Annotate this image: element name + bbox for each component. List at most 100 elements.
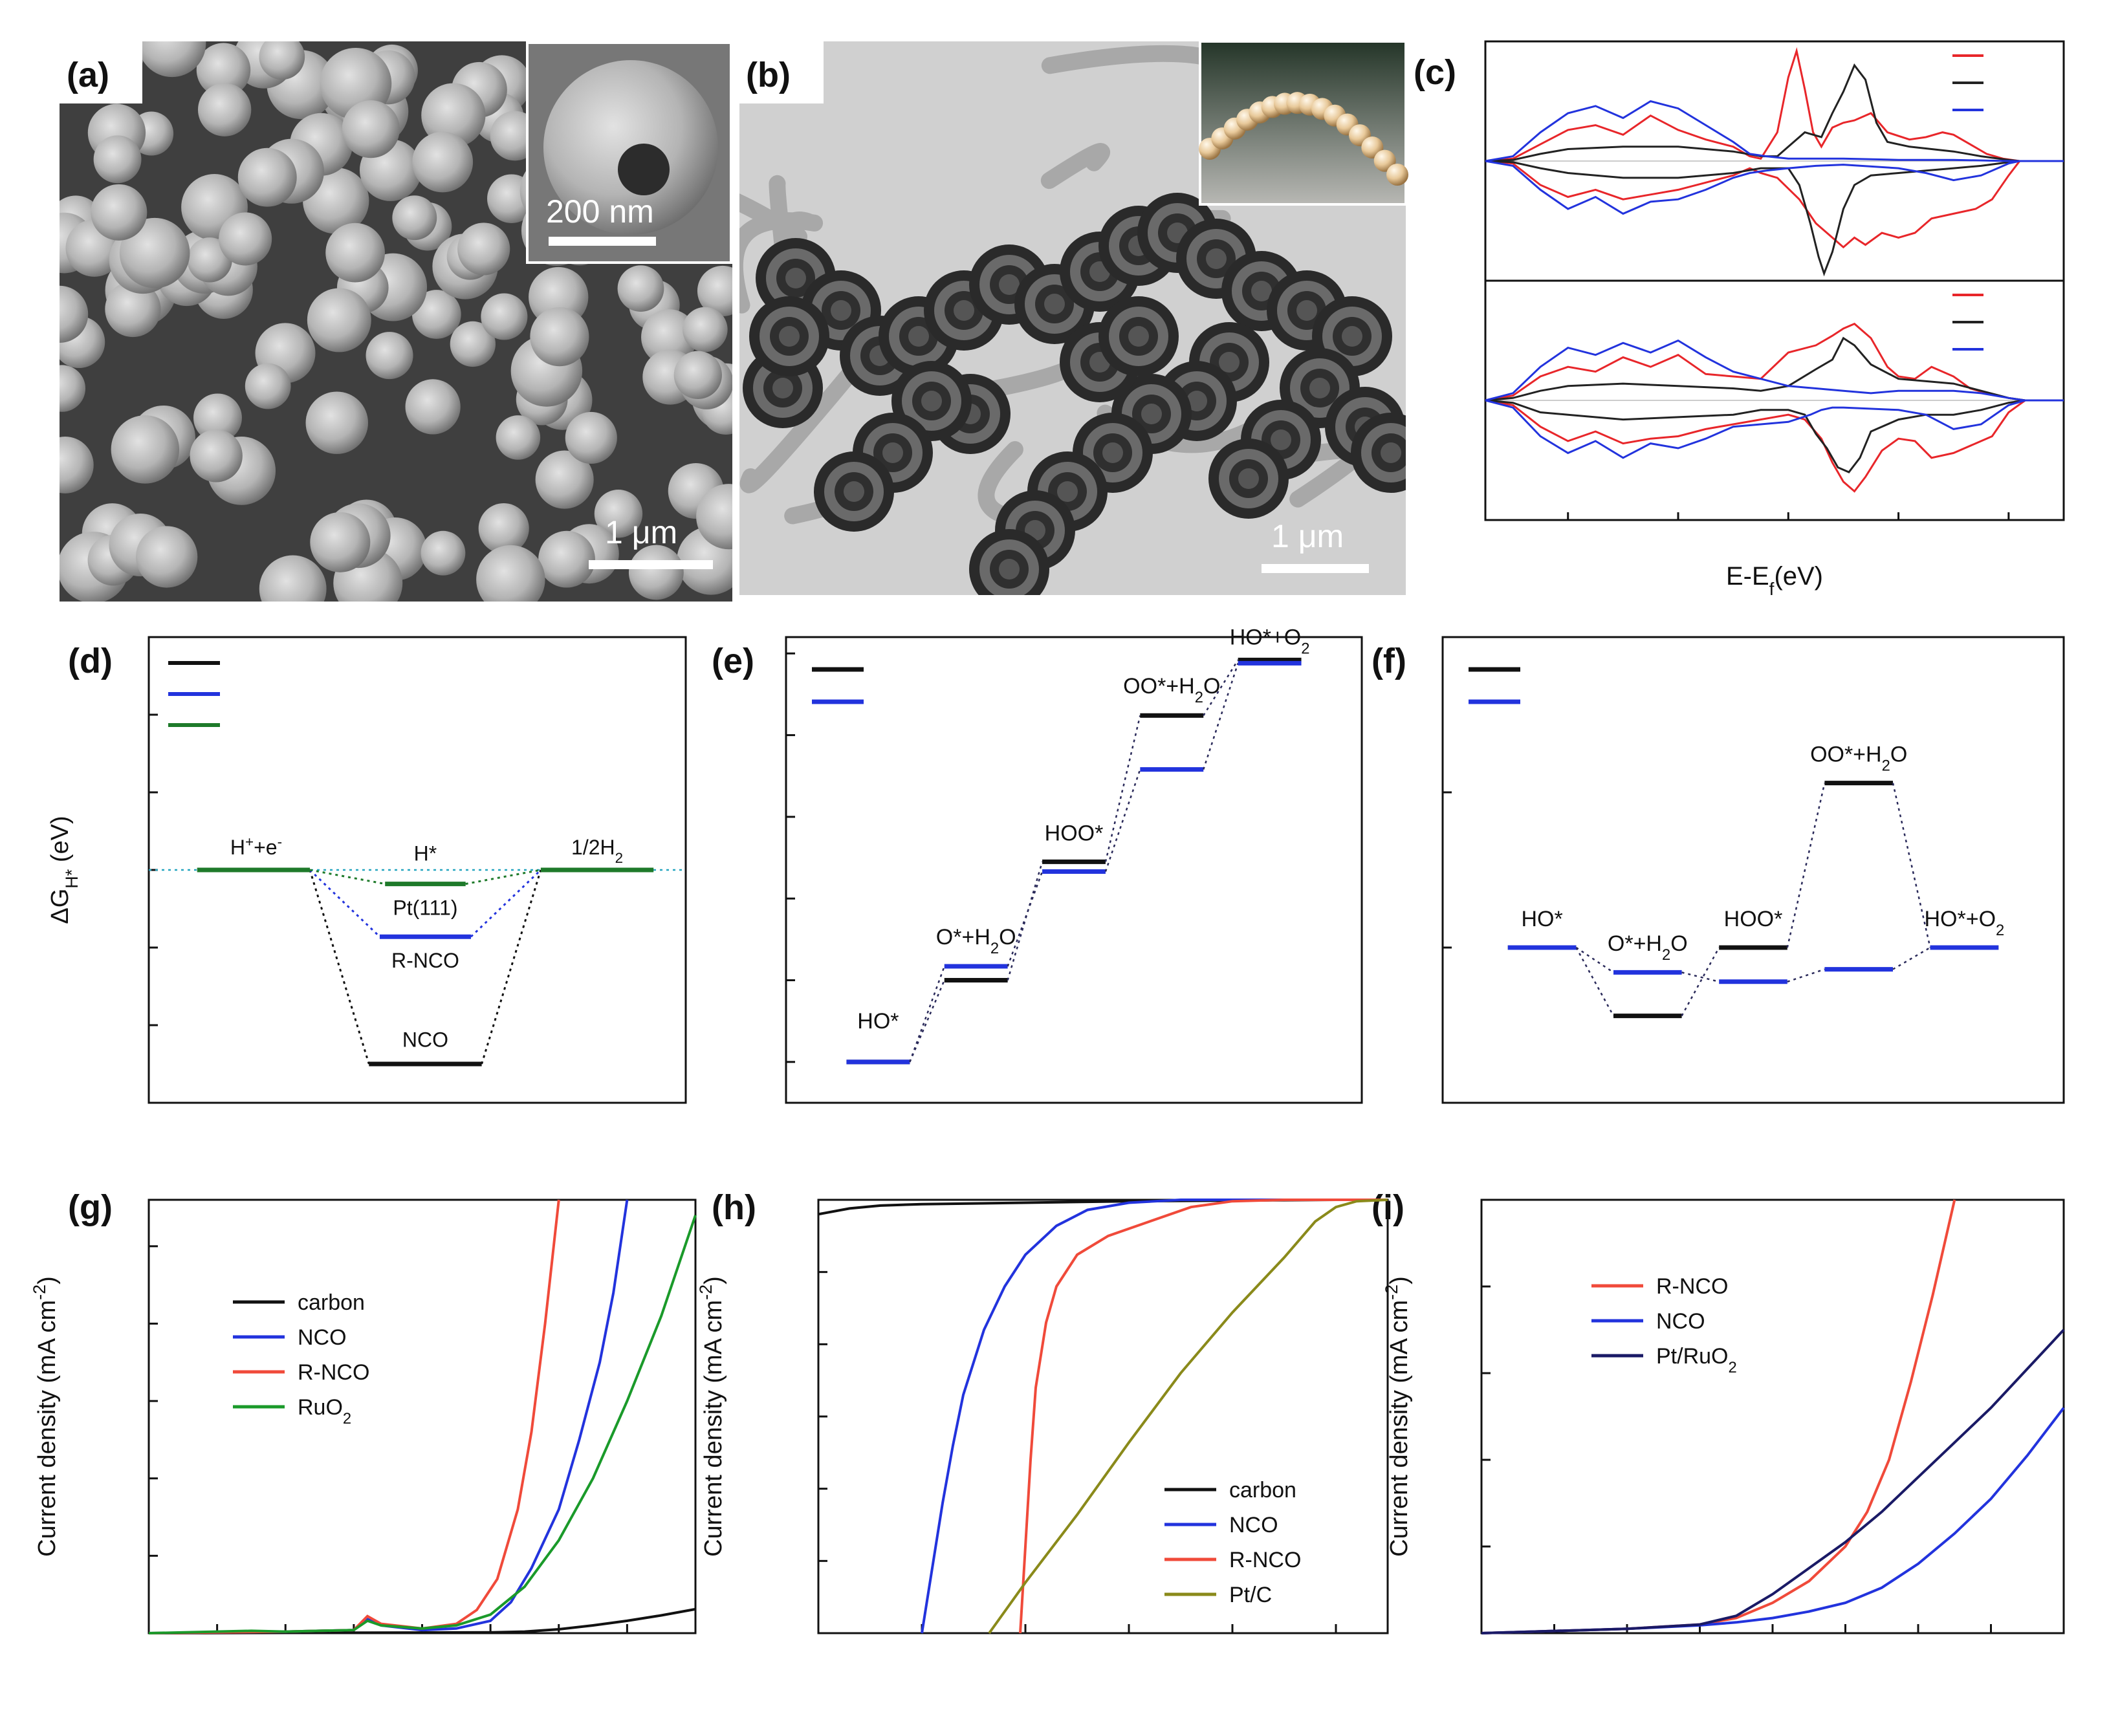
legend-label: NCO <box>298 1325 347 1350</box>
x-axis-label: E-Ef(eV) <box>1726 562 1823 599</box>
multishell-sphere <box>844 481 864 502</box>
sphere <box>411 290 461 339</box>
sphere <box>366 332 413 380</box>
sphere <box>535 450 594 509</box>
curve-r-nco <box>148 1199 560 1634</box>
connector <box>1104 769 1141 872</box>
sphere <box>496 415 541 460</box>
multishell-sphere <box>779 326 800 347</box>
y-axis-label: Current density (mA cm-2) <box>30 1276 61 1557</box>
pearl-inset <box>1199 40 1408 206</box>
multishell-sphere <box>999 559 1020 580</box>
sem-image-panel: (a) 200 nm 1 μm <box>60 41 732 602</box>
panel-label-b: (b) <box>746 56 791 94</box>
multishell-sphere <box>1102 442 1123 463</box>
sphere <box>538 530 595 588</box>
panel-label-e: (e) <box>712 642 754 680</box>
oer-polarization-chart: carbon NCO R-NCO RuO2 Current density (mA cm… <box>30 1199 697 1634</box>
multishell-sphere <box>1381 442 1401 463</box>
scale-bar-label: 1 μm <box>1271 518 1344 554</box>
state-label: O*+H2O <box>1608 931 1688 964</box>
sphere <box>673 351 722 399</box>
state-label: O*+H2O <box>936 925 1016 957</box>
support-film-strand <box>739 360 862 494</box>
state-label: HO*+O2 <box>1925 907 2005 939</box>
legend-label: carbon <box>1229 1478 1296 1503</box>
sem-inset: 200 nm <box>526 41 732 264</box>
sphere <box>412 131 474 193</box>
sphere <box>421 83 486 147</box>
sphere <box>696 484 732 550</box>
state-label: HOO* <box>1724 907 1783 931</box>
legend-label: Pt/RuO2 <box>1656 1344 1737 1376</box>
scale-bar <box>589 560 713 569</box>
sphere <box>259 41 305 80</box>
panel-label-a: (a) <box>67 56 109 94</box>
plot-frame <box>1480 1199 2065 1634</box>
sphere <box>325 222 386 283</box>
inset-scale-bar <box>549 237 656 246</box>
pearl <box>1386 164 1408 186</box>
sphere <box>641 309 697 365</box>
legend-label: R-NCO <box>1656 1274 1728 1299</box>
state-label: NCO <box>402 1028 448 1052</box>
sphere <box>683 307 728 353</box>
dos-ni-up-line <box>1485 336 2064 402</box>
sphere <box>342 100 400 158</box>
multishell-sphere <box>954 300 974 321</box>
plot-frame <box>817 1199 1389 1634</box>
sphere <box>305 391 368 454</box>
plot-frame <box>148 1199 697 1634</box>
multishell-sphere <box>1128 326 1149 347</box>
oer-energy-u123-chart: HO* O*+H2O HOO* OO*+H2O HO*+O2 <box>1441 636 2065 1104</box>
legend-label: Pt/C <box>1229 1583 1272 1607</box>
curve-r-nco <box>1481 1199 1956 1634</box>
state-label: H* <box>414 842 437 865</box>
dos-co-up-line <box>1485 322 2064 402</box>
dos-o-down-line <box>1485 160 2064 215</box>
sphere <box>697 265 732 317</box>
sphere <box>450 321 496 367</box>
panel-label-g: (g) <box>68 1188 113 1227</box>
connector <box>1575 946 1614 973</box>
plot-frame <box>1441 636 2065 1104</box>
y-axis-label: Current density (mA cm-2) <box>1382 1276 1413 1557</box>
connector <box>309 869 386 885</box>
multishell-sphere <box>831 300 851 321</box>
sphere <box>310 512 371 572</box>
panel-label-c: (c) <box>1414 53 1456 92</box>
sphere <box>138 41 206 78</box>
multishell-sphere <box>1044 294 1065 314</box>
connector <box>909 966 945 1063</box>
sphere <box>111 415 180 484</box>
connector <box>1104 715 1141 862</box>
state-label: HO* <box>857 1009 899 1034</box>
multishell-sphere <box>908 326 929 347</box>
multishell-sphere <box>1271 429 1291 450</box>
connector <box>470 869 541 938</box>
connector <box>1203 663 1239 770</box>
connector <box>1892 783 1931 948</box>
sphere <box>457 222 510 276</box>
connector <box>1786 783 1826 948</box>
sphere <box>245 363 291 409</box>
scale-bar <box>1262 564 1369 573</box>
multishell-sphere <box>772 378 793 398</box>
sphere <box>196 43 251 97</box>
sphere <box>93 135 142 184</box>
multishell-sphere <box>785 268 806 288</box>
state-label: Pt(111) <box>393 896 457 920</box>
connector <box>1203 659 1239 716</box>
connector <box>309 869 370 1065</box>
legend-label: NCO <box>1656 1309 1705 1334</box>
legend-label: NCO <box>1229 1513 1278 1537</box>
multishell-sphere <box>1342 326 1362 347</box>
state-label: H++e- <box>230 834 282 860</box>
multishell-sphere <box>1141 404 1162 424</box>
multishell-sphere <box>999 274 1020 295</box>
state-label: HO* <box>1521 907 1562 931</box>
multishell-sphere <box>1238 468 1259 489</box>
curve-r-nco <box>1019 1199 1388 1634</box>
dos-o-up-line <box>1485 100 2064 162</box>
dos-ni-down-line <box>1485 399 2064 473</box>
